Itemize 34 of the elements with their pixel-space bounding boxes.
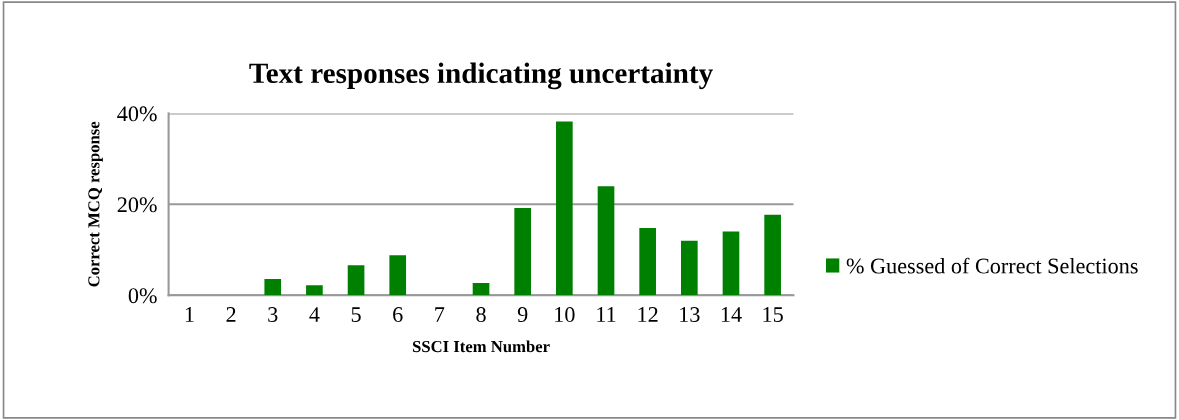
x-tick-label: 1 [185,307,194,322]
x-tick-label: 4 [309,307,320,322]
x-tick-label: 13 [680,307,700,323]
bar [347,265,365,296]
legend-label: % Guessed of Correct Selections [846,257,1138,274]
x-tick-label: 15 [763,307,783,323]
y-tick-label: 40% [117,106,157,122]
bar [764,214,781,296]
bar [389,255,407,296]
x-tick-label: 3 [268,307,278,323]
x-tick-label: 8 [476,307,486,323]
y-tick-label: 20% [117,197,157,213]
bar [264,278,282,296]
bar [680,240,698,296]
x-tick-label: 10 [555,307,575,323]
bar [556,121,573,296]
bar [514,207,532,296]
x-tick-label: 2 [226,307,236,322]
x-tick-label: 12 [638,307,658,322]
x-tick-label: 11 [597,307,616,322]
x-tick-label: 14 [721,307,742,322]
x-tick-label: 6 [393,307,403,323]
bar [472,282,490,296]
bar [639,227,656,296]
x-tick-label: 7 [435,307,445,322]
bar [597,186,615,296]
bar [306,285,323,296]
chart-title: Text responses indicating uncertainty [249,62,713,90]
x-tick-label: 5 [351,307,361,323]
x-tick-label: 9 [517,307,528,323]
y-tick-label: 0% [128,288,157,304]
y-axis-title: Correct MCQ response [88,121,103,287]
bar [722,231,740,296]
x-axis-title: SSCI Item Number [412,340,550,353]
